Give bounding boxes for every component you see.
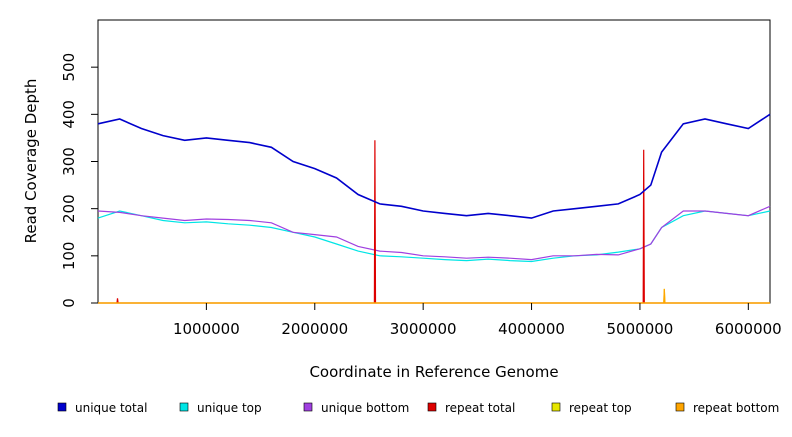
legend-swatch: [303, 402, 313, 412]
legend-item-repeat-bottom: repeat bottom: [675, 401, 779, 415]
series-line-repeat-total: [98, 140, 770, 304]
series-layer: [97, 113, 771, 304]
y-axis-title: Read Coverage Depth: [22, 79, 40, 244]
y-tick-label: 400: [60, 100, 78, 129]
x-tick-label: 6000000: [715, 320, 782, 338]
legend-item-repeat-total: repeat total: [427, 401, 515, 415]
x-axis-title: Coordinate in Reference Genome: [309, 363, 558, 381]
legend-label: repeat top: [569, 401, 632, 415]
y-tick-label: 300: [60, 147, 78, 176]
plot-frame: [97, 19, 771, 304]
legend-item-repeat-top: repeat top: [551, 401, 632, 415]
x-tick-label: 4000000: [498, 320, 565, 338]
legend-item-unique-total: unique total: [57, 401, 147, 415]
y-tick-label: 0: [60, 298, 78, 308]
legend-label: unique total: [75, 401, 147, 415]
series-line-repeat-bottom: [98, 288, 770, 304]
x-tick-label: 2000000: [281, 320, 348, 338]
legend: unique total unique top unique bottom repea…: [57, 401, 779, 415]
x-tick-label: 3000000: [390, 320, 457, 338]
legend-swatch: [57, 402, 67, 412]
x-tick-label: 1000000: [173, 320, 240, 338]
legend-swatch: [427, 402, 437, 412]
legend-item-unique-bottom: unique bottom: [303, 401, 409, 415]
y-axis: 0 100 200 300 400 500: [60, 53, 98, 308]
legend-item-unique-top: unique top: [179, 401, 262, 415]
x-axis: 1000000 2000000 3000000 4000000 5000000 60000…: [173, 303, 782, 338]
legend-swatch: [179, 402, 189, 412]
legend-label: repeat total: [445, 401, 515, 415]
legend-label: repeat bottom: [693, 401, 779, 415]
legend-swatch: [551, 402, 561, 412]
y-tick-label: 200: [60, 194, 78, 223]
legend-label: unique top: [197, 401, 262, 415]
legend-swatch: [675, 402, 685, 412]
y-tick-label: 500: [60, 53, 78, 82]
series-line-unique-total: [97, 113, 771, 219]
series-line-unique-bottom: [97, 205, 771, 261]
legend-label: unique bottom: [321, 401, 409, 415]
x-tick-label: 5000000: [607, 320, 674, 338]
y-tick-label: 100: [60, 242, 78, 271]
